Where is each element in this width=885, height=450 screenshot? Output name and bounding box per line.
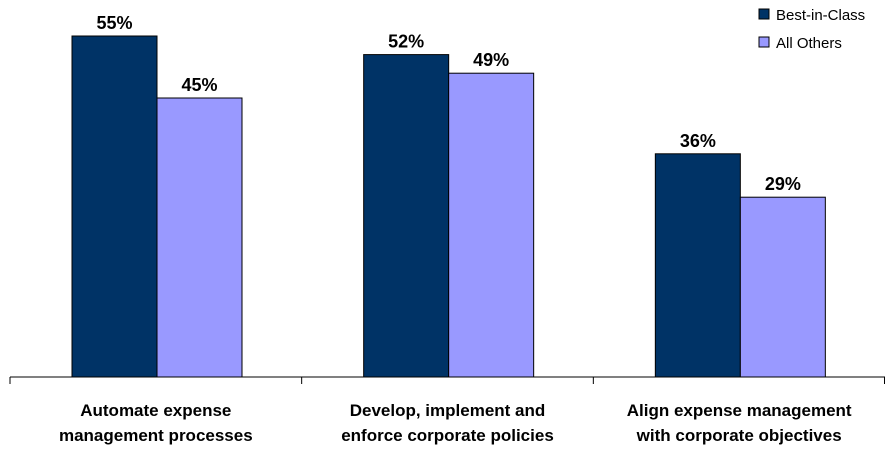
bar-all-others-1 — [156, 97, 243, 378]
bar-all-others-3 — [739, 196, 826, 378]
category-label: Automate expense — [80, 401, 231, 420]
data-label: 49% — [473, 50, 509, 70]
data-label: 36% — [680, 131, 716, 151]
legend-swatch — [758, 36, 770, 48]
data-label: 45% — [181, 75, 217, 95]
category-labels: Automate expense management processes Deve… — [59, 401, 852, 445]
legend-label: All Others — [776, 35, 842, 52]
legend-label: Best-in-Class — [776, 7, 865, 24]
category-label: Align expense management — [627, 401, 852, 420]
x-axis — [9, 376, 885, 384]
bar-best-in-class-2 — [363, 54, 450, 378]
data-label: 55% — [96, 13, 132, 33]
category-label: management processes — [59, 426, 253, 445]
data-label: 52% — [388, 32, 424, 52]
data-label: 29% — [765, 174, 801, 194]
category-label: with corporate objectives — [636, 426, 842, 445]
legend-swatch — [758, 8, 770, 20]
bar-all-others-2 — [448, 72, 535, 378]
bars-group: 55% 45% 52% 49% 36% 29% — [71, 13, 826, 378]
legend: Best-in-Class All Others — [758, 7, 865, 52]
bar-best-in-class-3 — [654, 153, 741, 378]
bar-best-in-class-1 — [71, 35, 158, 378]
category-label: Develop, implement and — [350, 401, 546, 420]
category-label: enforce corporate policies — [341, 426, 554, 445]
